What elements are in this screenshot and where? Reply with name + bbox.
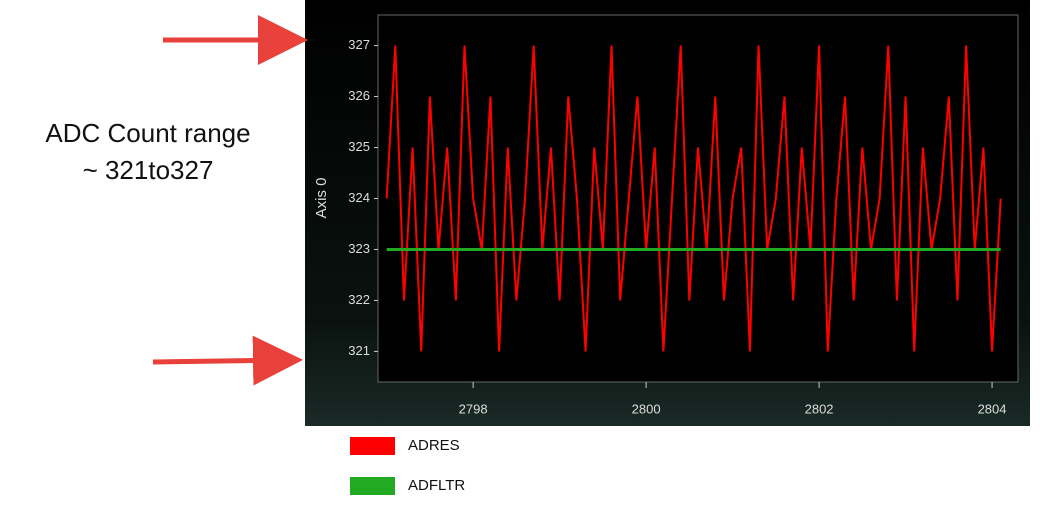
x-tick-label: 2800: [632, 401, 661, 416]
legend-label: ADRES: [408, 437, 460, 454]
legend-swatch: [350, 477, 395, 495]
y-tick-label: 323: [348, 241, 370, 256]
line-series: [385, 45, 1002, 352]
y-tick-label: 326: [348, 88, 370, 103]
y-tick-label: 327: [348, 37, 370, 52]
x-tick-label: 2802: [805, 401, 834, 416]
x-tick-label: 2798: [459, 401, 488, 416]
y-tick-label: 321: [348, 343, 370, 358]
y-tick-label: 325: [348, 139, 370, 154]
arrow: [152, 335, 303, 386]
legend-label: ADFLTR: [408, 477, 465, 494]
y-tick-label: 324: [348, 190, 370, 205]
annotation: ~ 321to327: [83, 155, 214, 185]
legend-swatch: [350, 437, 395, 455]
y-tick-label: 322: [348, 292, 370, 307]
annotation: ADC Count range: [45, 118, 250, 148]
y-axis-label: Axis 0: [313, 178, 330, 219]
x-tick-label: 2804: [978, 401, 1007, 416]
